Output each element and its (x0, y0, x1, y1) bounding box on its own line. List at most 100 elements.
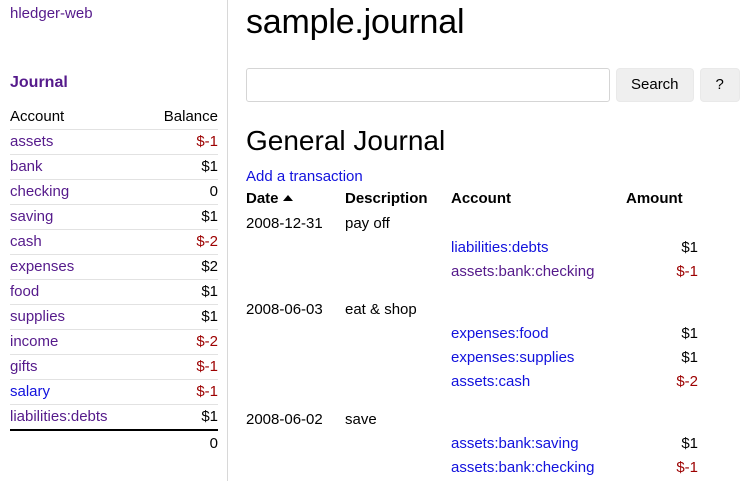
account-link[interactable]: expenses (10, 258, 75, 275)
account-row: income $-2 (10, 329, 218, 355)
search-input[interactable] (246, 68, 610, 102)
posting-account-link[interactable]: assets:bank:checking (451, 459, 595, 476)
sidebar-journal-heading: Journal (10, 74, 68, 91)
account-name-cell: cash (10, 230, 114, 255)
add-transaction-link[interactable]: Add a transaction (246, 168, 363, 185)
journal-column-header-date[interactable]: Date (246, 189, 345, 211)
posting-amount-cell: $-1 (676, 459, 698, 476)
posting-date-spacer (246, 370, 345, 394)
accounts-total-label (10, 430, 114, 456)
account-name-cell: income (10, 330, 114, 355)
journal-column-header-description[interactable]: Description (345, 190, 428, 207)
account-name-cell: saving (10, 205, 114, 230)
account-row: expenses $2 (10, 254, 218, 280)
posting-amount-cell: $1 (681, 435, 698, 452)
account-balance-cell: $-2 (196, 333, 218, 350)
account-name-cell: supplies (10, 305, 114, 330)
account-balance-cell: $1 (201, 208, 218, 225)
posting-date-spacer (246, 322, 345, 346)
account-row: food $1 (10, 279, 218, 305)
posting-description-spacer (345, 456, 451, 480)
account-link[interactable]: income (10, 333, 59, 350)
accounts-column-header-balance: Balance (163, 108, 218, 125)
account-link[interactable]: bank (10, 158, 43, 175)
posting-date-spacer (246, 432, 345, 456)
main-content: sample.journal Search ? General Journal … (228, 0, 742, 481)
account-link[interactable]: saving (10, 208, 54, 225)
posting-date-spacer (246, 260, 345, 284)
posting-date-spacer (246, 346, 345, 370)
transaction-date: 2008-06-03 (246, 301, 323, 318)
posting-description-spacer (345, 322, 451, 346)
account-row: bank $1 (10, 154, 218, 180)
posting-amount-cell: $1 (681, 325, 698, 342)
posting-amount-cell: $-2 (676, 373, 698, 390)
posting-description-spacer (345, 260, 451, 284)
account-balance-cell: $-1 (196, 133, 218, 150)
posting-account-cell: assets:bank:checking (451, 456, 626, 480)
account-row: saving $1 (10, 204, 218, 230)
search-button[interactable]: Search (616, 68, 694, 102)
posting-account-link[interactable]: assets:cash (451, 373, 531, 390)
account-link[interactable]: liabilities:debts (10, 408, 108, 425)
posting-row: expenses:food $1 (246, 322, 698, 346)
posting-amount-cell: $-1 (676, 263, 698, 280)
accounts-total-balance: 0 (209, 435, 218, 452)
transaction-row: 2008-06-02 save (246, 407, 698, 432)
transaction-spacer-cell (246, 394, 698, 407)
account-name-cell: liabilities:debts (10, 405, 114, 431)
posting-account-cell: assets:bank:saving (451, 432, 626, 456)
account-name-cell: gifts (10, 355, 114, 380)
posting-account-cell: expenses:supplies (451, 346, 626, 370)
journal-column-header-date-label: Date (246, 190, 279, 207)
account-name-cell: expenses (10, 255, 114, 280)
account-balance-cell: 0 (209, 183, 218, 200)
account-balance-cell: $1 (201, 158, 218, 175)
posting-account-cell: expenses:food (451, 322, 626, 346)
account-link[interactable]: salary (10, 383, 51, 400)
posting-account-cell: liabilities:debts (451, 236, 626, 260)
account-name-cell: checking (10, 180, 114, 205)
posting-account-link[interactable]: expenses:supplies (451, 349, 575, 366)
posting-account-link[interactable]: liabilities:debts (451, 239, 549, 256)
account-row: salary $-1 (10, 379, 218, 405)
posting-description-spacer (345, 236, 451, 260)
journal-column-header-amount[interactable]: Amount (626, 190, 683, 207)
transaction-description: pay off (345, 215, 390, 232)
posting-date-spacer (246, 236, 345, 260)
account-link[interactable]: checking (10, 183, 70, 200)
posting-amount-cell: $1 (681, 239, 698, 256)
transaction-spacer-cell (246, 284, 698, 297)
posting-account-link[interactable]: assets:bank:checking (451, 263, 595, 280)
help-button[interactable]: ? (699, 68, 740, 102)
account-link[interactable]: supplies (10, 308, 66, 325)
account-balance-cell: $1 (201, 308, 218, 325)
sidebar: hledger-web Journal Account Balance asse… (0, 0, 228, 481)
transaction-description: eat & shop (345, 301, 417, 318)
account-name-cell: bank (10, 155, 114, 180)
accounts-total-row: 0 (10, 430, 218, 456)
account-link[interactable]: assets (10, 133, 54, 150)
account-row: liabilities:debts $1 (10, 404, 218, 431)
posting-date-spacer (246, 456, 345, 480)
account-balance-cell: $-1 (196, 358, 218, 375)
posting-account-link[interactable]: expenses:food (451, 325, 549, 342)
account-row: assets $-1 (10, 129, 218, 155)
account-name-cell: assets (10, 130, 114, 155)
account-name-cell: salary (10, 380, 114, 405)
journal-title: General Journal (246, 125, 446, 156)
posting-row: assets:bank:checking $-1 (246, 456, 698, 480)
account-name-cell: food (10, 280, 114, 305)
account-link[interactable]: cash (10, 233, 42, 250)
posting-account-link[interactable]: assets:bank:saving (451, 435, 579, 452)
account-link[interactable]: food (10, 283, 40, 300)
app-brand-link[interactable]: hledger-web (10, 5, 93, 22)
account-row: checking 0 (10, 179, 218, 205)
account-balance-cell: $-2 (196, 233, 218, 250)
posting-row: assets:bank:saving $1 (246, 432, 698, 456)
account-link[interactable]: gifts (10, 358, 38, 375)
search-bar: Search ? (246, 68, 742, 102)
journal-column-header-account[interactable]: Account (451, 190, 511, 207)
transaction-date: 2008-06-02 (246, 411, 323, 428)
posting-account-cell: assets:bank:checking (451, 260, 626, 284)
